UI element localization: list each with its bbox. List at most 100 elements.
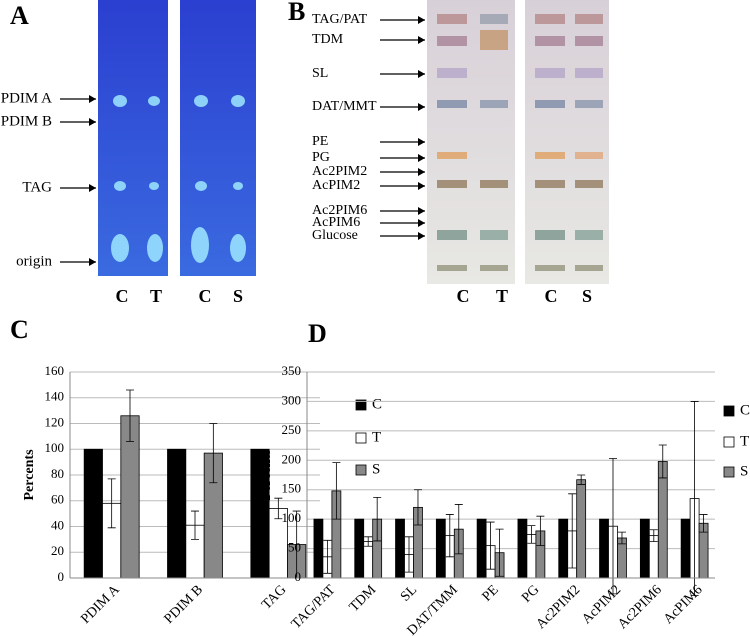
arrow-head [89, 118, 96, 126]
band-label: PE [312, 134, 328, 149]
y-tick-label: 200 [282, 451, 302, 466]
y-tick-label: 40 [51, 517, 64, 532]
bar [657, 461, 668, 579]
error-bar [323, 539, 332, 574]
legend-swatch [723, 436, 735, 448]
y-tick-label: 250 [282, 422, 302, 437]
error-bar [536, 515, 545, 547]
arrow-head [418, 16, 425, 24]
bar [517, 518, 528, 579]
error-bar [191, 510, 199, 540]
legend-swatch [723, 466, 735, 478]
arrow-head [418, 103, 425, 111]
arrow-head [418, 154, 425, 162]
error-bar [577, 474, 586, 485]
band-label: TAG [22, 179, 52, 195]
band-label: origin [16, 253, 52, 269]
arrow-head [89, 184, 96, 192]
legend-label: S [372, 461, 380, 477]
lane-label: T [150, 286, 162, 306]
arrow-head [89, 258, 96, 266]
y-tick-label: 60 [51, 492, 64, 507]
error-bar [495, 528, 504, 577]
bar [363, 541, 374, 579]
band-label: AcPIM6 [312, 215, 360, 230]
legend-label: T [372, 429, 381, 445]
error-bar [126, 389, 134, 442]
x-tick-label: Ac2PIM2 [534, 582, 584, 632]
error-bar [274, 497, 283, 520]
bar [476, 518, 487, 579]
legend-swatch [355, 399, 367, 411]
band-label: Ac2PIM6 [312, 203, 367, 218]
panel-label: B [288, 0, 305, 26]
error-bar [617, 531, 626, 545]
error-bar [690, 401, 699, 597]
x-tick-label: SL [398, 582, 420, 604]
error-bar [445, 514, 454, 558]
bar [83, 448, 103, 579]
legend-swatch [355, 464, 367, 476]
bar [680, 518, 691, 579]
y-tick-label: 120 [45, 414, 65, 429]
bar [558, 518, 569, 579]
y-tick-label: 140 [45, 389, 65, 404]
band-label: PDIM A [1, 90, 52, 106]
y-tick-label: 0 [58, 569, 65, 584]
error-bar [658, 444, 667, 479]
y-tick-label: 50 [288, 540, 301, 555]
error-bar [209, 423, 218, 484]
bar [395, 518, 405, 579]
y-tick-label: 300 [282, 392, 302, 407]
y-tick-label: 150 [282, 481, 302, 496]
y-tick-label: 100 [282, 510, 302, 525]
bar [435, 518, 446, 579]
lane-label: C [545, 286, 558, 306]
band-label: SL [312, 66, 328, 81]
x-tick-label: TAG [259, 582, 289, 612]
x-tick-label: Ac2PIM6 [615, 582, 665, 632]
band-label: AcPIM2 [312, 178, 360, 193]
band-label: PDIM B [1, 113, 52, 129]
band-label: Glucose [312, 228, 358, 243]
x-tick-label: TAG/PAT [289, 582, 339, 632]
band-label: TDM [312, 32, 344, 47]
bar [648, 535, 659, 579]
error-bar [373, 496, 382, 542]
panel-label: A [10, 1, 29, 30]
bar [313, 518, 324, 579]
error-bar [364, 536, 373, 547]
y-tick-label: 100 [45, 440, 65, 455]
bar [167, 448, 187, 579]
y-tick-label: 20 [51, 543, 64, 558]
y-tick-label: 350 [282, 363, 302, 378]
band-label: TAG/PAT [312, 12, 368, 27]
bar [639, 518, 650, 579]
arrow-head [418, 138, 425, 146]
band-label: PG [312, 150, 330, 165]
arrow-head [418, 36, 425, 44]
error-bar [332, 462, 341, 520]
error-bar [486, 521, 495, 570]
y-tick-label: 80 [51, 466, 64, 481]
legend-swatch [723, 405, 735, 417]
arrow-head [418, 168, 425, 176]
bar [576, 479, 587, 579]
error-bar [609, 458, 617, 595]
bar [599, 518, 609, 579]
x-tick-label: PDIM B [162, 582, 206, 626]
lane-label: S [582, 286, 592, 306]
panel-label: C [10, 315, 29, 344]
arrow-head [418, 182, 425, 190]
error-bar [699, 514, 708, 533]
error-bar [405, 536, 413, 573]
arrow-head [89, 95, 96, 103]
legend-swatch [355, 432, 367, 444]
x-tick-label: PDIM A [78, 582, 123, 627]
legend-label: T [740, 433, 749, 449]
x-tick-label: PG [519, 582, 542, 605]
x-tick-label: TDM [347, 582, 380, 615]
error-bar [527, 525, 536, 544]
lane-label: C [199, 286, 212, 306]
